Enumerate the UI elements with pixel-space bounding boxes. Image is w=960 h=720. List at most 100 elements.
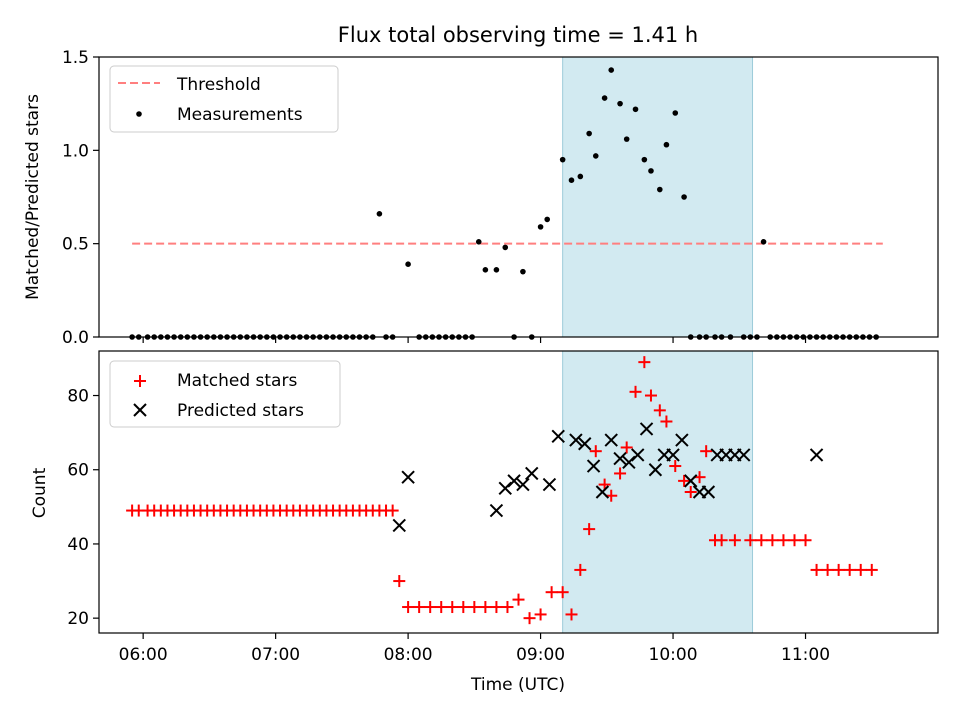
top-y-tick-label: 1.0 [62,141,89,161]
predicted-star-point [809,448,824,462]
bottom-y-tick-label: 60 [67,461,89,481]
matched-star-point [413,601,426,614]
legend-predicted-swatch [133,403,147,417]
matched-star-point [799,534,812,547]
matched-star-point [512,593,525,606]
matched-star-point [523,612,536,625]
matched-star-point [821,563,834,576]
x-axis-label: Time (UTC) [470,675,565,695]
measurement-point [475,239,482,245]
measurement-point [592,153,599,159]
top-y-tick-label: 0.5 [62,235,89,255]
matched-star-point [777,534,790,547]
matched-star-point [766,534,779,547]
predicted-star-point [489,503,504,518]
matched-star-point [832,563,845,576]
top-shaded-region [562,56,754,338]
matched-star-point [854,563,867,576]
legend-matched-swatch [134,375,146,387]
measurement-point [601,95,608,101]
matched-star-point [424,601,437,614]
bottom-y-tick-label: 20 [67,609,89,629]
legend-matched-label: Matched stars [177,371,297,391]
predicted-star-point [392,518,406,533]
legend-predicted-label: Predicted stars [177,401,304,421]
top-plot-frame [98,56,939,338]
x-tick-label: 11:00 [781,645,830,665]
matched-star-point [755,534,768,547]
measurement-point [617,100,623,107]
predicted-star-point [666,448,680,462]
matched-star-point [468,601,481,614]
matched-star-point [669,460,682,473]
top-panel: 0.0 0.5 1.0 1.5 Matched/Predicted stars Thr… [23,48,939,348]
x-tick-label: 07:00 [251,645,300,665]
measurement-point [493,267,500,273]
measurement-point [657,186,663,193]
matched-star-point [393,575,406,588]
bottom-legend: Matched stars Predicted stars [109,360,341,428]
measurement-point [544,216,551,223]
predicted-star-point [578,437,592,451]
matched-star-point [565,608,578,621]
predicted-star-point [542,477,557,492]
matched-star-point [583,523,596,536]
bottom-y-tick-label: 40 [67,535,89,555]
matched-star-point [728,534,741,547]
measurement-point [502,244,509,251]
matched-star-point [574,563,587,576]
matched-star-point [678,474,691,487]
top-legend: Threshold Measurements [109,65,339,133]
measurement-point [537,224,544,230]
predicted-star-point [684,474,698,488]
matched-star-point [589,445,602,458]
matched-star-point [446,601,459,614]
measurement-point [663,141,670,148]
predicted-star-point [613,451,627,466]
bottom-y-axis-label: Count [30,467,50,518]
predicted-star-point [401,470,415,484]
measurement-point [623,136,630,142]
predicted-star-point [604,433,618,447]
measurement-point [520,268,526,275]
matched-star-point [490,601,503,614]
bottom-plot-frame [98,350,939,634]
matched-star-point [629,385,642,398]
measurement-point [681,194,687,200]
predicted-star-point [569,433,583,447]
measurement-point [608,67,615,73]
measurement-point [672,110,679,116]
matched-star-point [843,563,856,576]
measurement-point [586,130,592,137]
bottom-data-points [126,356,878,625]
x-tick-label: 08:00 [384,645,433,665]
matched-star-point [638,356,651,369]
measurement-point [376,211,383,217]
predicted-star-point [701,485,716,499]
measurement-point [482,267,489,273]
matched-star-point [715,534,728,547]
bottom-x-axis: 06:00 07:00 08:00 09:00 10:00 11:00 [119,633,830,665]
predicted-star-point [516,477,530,492]
matched-star-point [435,601,448,614]
top-y-axis: 0.0 0.5 1.0 1.5 [62,48,99,348]
predicted-star-point [586,459,601,473]
top-x-axis [142,337,807,343]
bottom-y-tick-label: 80 [67,387,89,407]
predicted-star-point [631,448,645,462]
matched-star-point [501,601,514,614]
legend-threshold-label: Threshold [176,75,261,95]
predicted-star-point [675,433,689,447]
top-y-tick-label: 1.5 [62,48,89,68]
measurement-point [641,156,648,163]
matched-star-point [644,389,657,402]
matched-star-point [402,601,415,614]
predicted-star-point [551,429,565,444]
matched-star-point [534,608,547,621]
predicted-star-point [507,474,521,488]
matched-star-point [457,601,470,614]
matched-star-point [556,586,569,599]
matched-star-point [744,534,757,547]
